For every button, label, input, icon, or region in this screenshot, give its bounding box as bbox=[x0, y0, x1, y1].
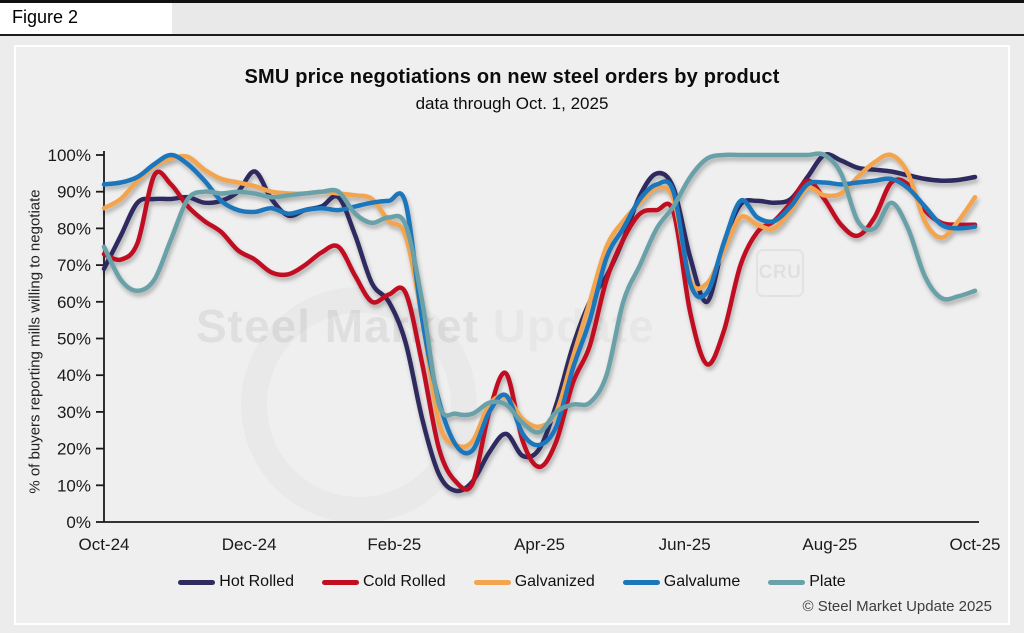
legend-swatch-galvanized bbox=[473, 579, 511, 585]
y-tick-label: 90% bbox=[57, 183, 91, 202]
x-tick-label: Aug-25 bbox=[802, 535, 857, 554]
cru-logo-text: CRU bbox=[758, 262, 802, 283]
legend-item-galvanized: Galvanized bbox=[473, 573, 595, 591]
legend-swatch-cold-rolled bbox=[321, 579, 359, 585]
y-tick-label: 10% bbox=[57, 476, 91, 495]
series-lines bbox=[101, 151, 978, 494]
x-tick-label: Oct-25 bbox=[949, 535, 1000, 554]
chart-panel: SMU price negotiations on new steel orde… bbox=[14, 45, 1010, 625]
legend-swatch-galvalume bbox=[622, 579, 660, 585]
watermark-bold: Steel Market bbox=[196, 300, 480, 352]
y-tick-label: 20% bbox=[57, 440, 91, 459]
y-tick-label: 100% bbox=[48, 146, 91, 165]
y-tick-label: 0% bbox=[66, 513, 91, 532]
line-cold-rolled bbox=[101, 169, 978, 492]
x-tick-label: Oct-24 bbox=[78, 535, 129, 554]
x-tick-label: Dec-24 bbox=[222, 535, 277, 554]
y-tick-label: 60% bbox=[57, 293, 91, 312]
legend-swatch-plate bbox=[768, 579, 806, 585]
cru-logo-watermark: CRU bbox=[756, 249, 804, 297]
y-tick-label: 80% bbox=[57, 219, 91, 238]
axes: 0% 10% 20% 30% 40% 50% 60% 70% 80% 90% 100% Oct-24 D… bbox=[48, 146, 1001, 554]
legend-item-hot-rolled: Hot Rolled bbox=[178, 573, 294, 591]
figure-label-box: Figure 2 bbox=[0, 3, 172, 34]
figure-header-strip: Figure 2 bbox=[0, 3, 1024, 34]
top-border-line bbox=[0, 0, 1024, 3]
line-hot-rolled bbox=[101, 152, 978, 494]
y-tick-label: 50% bbox=[57, 330, 91, 349]
legend-item-cold-rolled: Cold Rolled bbox=[321, 573, 446, 591]
chart-canvas: 0% 10% 20% 30% 40% 50% 60% 70% 80% 90% 100% Oct-24 D… bbox=[48, 146, 1001, 554]
chart-legend: Hot Rolled Cold Rolled Galvanized Galvalume… bbox=[16, 567, 1008, 597]
legend-swatch-hot-rolled bbox=[178, 579, 216, 585]
chart-title: SMU price negotiations on new steel orde… bbox=[244, 66, 780, 88]
y-tick-label: 70% bbox=[57, 256, 91, 275]
legend-label-hot-rolled: Hot Rolled bbox=[219, 573, 294, 590]
figure-label: Figure 2 bbox=[12, 7, 79, 27]
y-tick-label: 30% bbox=[57, 403, 91, 422]
legend-label-cold-rolled: Cold Rolled bbox=[362, 573, 446, 590]
line-plate bbox=[101, 151, 978, 435]
x-tick-label: Apr-25 bbox=[514, 535, 565, 554]
legend-label-galvalume: Galvalume bbox=[663, 573, 741, 590]
legend-item-plate: Plate bbox=[768, 573, 846, 591]
legend-label-galvanized: Galvanized bbox=[514, 573, 595, 590]
legend-item-galvalume: Galvalume bbox=[622, 573, 741, 591]
line-galvanized bbox=[101, 152, 978, 450]
x-tick-label: Feb-25 bbox=[367, 535, 421, 554]
header-divider-line bbox=[0, 34, 1024, 36]
y-tick-label: 40% bbox=[57, 366, 91, 385]
watermark-text: Steel Market Update bbox=[196, 299, 655, 353]
copyright-text: © Steel Market Update 2025 bbox=[802, 598, 993, 615]
legend-label-plate: Plate bbox=[809, 573, 846, 590]
x-tick-label: Jun-25 bbox=[659, 535, 711, 554]
line-galvalume bbox=[101, 152, 978, 456]
chart-subtitle: data through Oct. 1, 2025 bbox=[415, 94, 609, 113]
